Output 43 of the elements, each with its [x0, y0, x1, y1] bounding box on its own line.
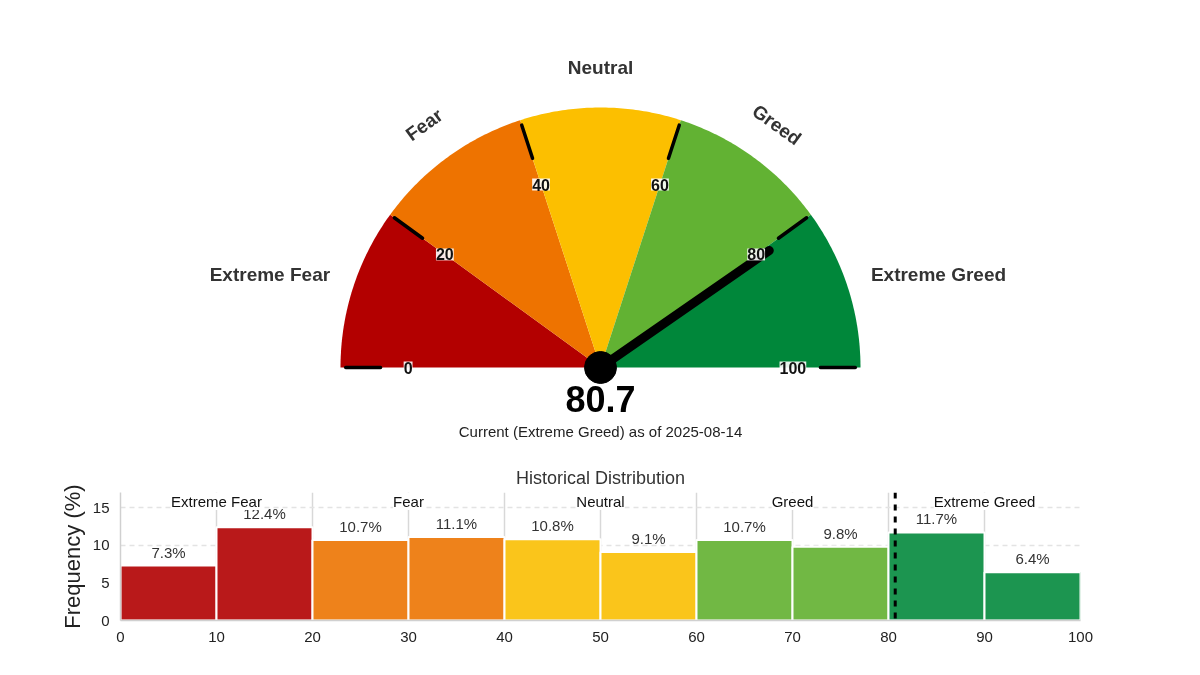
annotation: Neutral: [576, 492, 625, 510]
x-tick-label: 30: [400, 627, 417, 645]
x-tick-label: 0: [116, 627, 125, 645]
text: 60: [651, 176, 669, 194]
y-axis-title: Frequency (%): [59, 484, 85, 629]
y-tick-label: 15: [92, 498, 110, 516]
y-tick-label: 0: [101, 611, 110, 629]
chart-title: Historical Distribution: [515, 467, 686, 488]
slice-label: Extreme Greed: [870, 264, 1007, 286]
data-label: 10.7%: [723, 517, 766, 535]
text: 0: [403, 359, 413, 377]
text: 80: [747, 246, 766, 264]
data-label: 11.7%: [915, 510, 958, 528]
text: 80.7: [565, 378, 636, 420]
data-label: 6.4%: [1015, 550, 1050, 568]
data-label: 11.1%: [435, 514, 478, 532]
text: Current (Extreme Greed) as of 2025-08-14: [458, 422, 743, 440]
data-label: 9.8%: [823, 524, 858, 542]
data-label: 10.7%: [339, 517, 382, 535]
annotation: Extreme Fear: [171, 492, 262, 510]
annotation: Greed: [771, 492, 814, 510]
x-tick-label: 20: [304, 627, 321, 645]
data-label: 9.1%: [631, 529, 666, 547]
data-label: 7.3%: [151, 543, 186, 561]
x-tick-label: 70: [784, 627, 801, 645]
annotation: Fear: [393, 492, 424, 510]
x-tick-label: 60: [688, 627, 705, 645]
slice-label: Neutral: [567, 56, 634, 78]
x-tick-label: 90: [976, 627, 993, 645]
data-label: 10.8%: [531, 517, 574, 535]
x-tick-label: 40: [496, 627, 513, 645]
x-tick-label: 100: [1067, 627, 1094, 645]
text: 100: [779, 359, 807, 377]
y-tick-label: 10: [92, 536, 110, 554]
slice-label: Fear: [401, 104, 448, 146]
x-tick-label: 10: [208, 627, 225, 645]
y-tick-label: 5: [101, 573, 110, 591]
text: 20: [435, 246, 454, 264]
text: 40: [532, 176, 551, 194]
x-tick-label: 80: [880, 627, 897, 645]
slice-label: Extreme Fear: [209, 264, 331, 286]
x-tick-label: 50: [592, 627, 609, 645]
annotation: Extreme Greed: [933, 492, 1036, 510]
